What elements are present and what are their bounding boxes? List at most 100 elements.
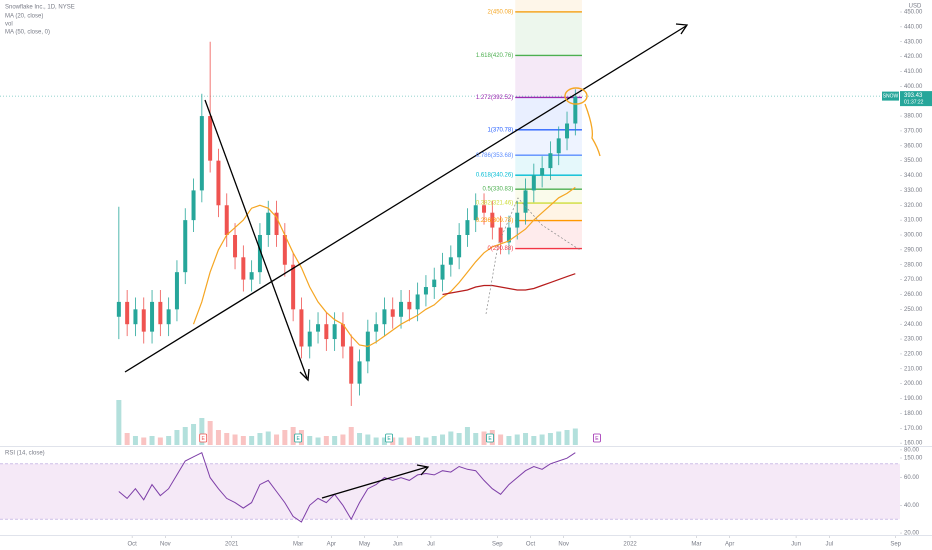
candle-body (249, 272, 254, 280)
candle-body (465, 220, 470, 235)
x-tick-label: Mar (691, 542, 701, 548)
symbol: SNOW (883, 93, 899, 99)
fib-zone (515, 220, 582, 249)
volume-bar (440, 434, 446, 445)
event-label: E (595, 436, 599, 442)
volume-bar (207, 421, 213, 445)
y-tick-label: 400.00 (904, 84, 923, 90)
volume-bar (124, 433, 130, 445)
candle-body (506, 227, 511, 243)
candle-body (191, 190, 196, 221)
volume-bar (257, 433, 263, 445)
projection-curve (584, 103, 601, 157)
candle-body (291, 264, 296, 310)
event-label: E (296, 436, 300, 442)
candle-body (199, 116, 204, 191)
fib-label: 0.236(309.73) (476, 218, 513, 224)
volume-bar (141, 437, 147, 445)
fib-zone (515, 0, 582, 12)
fib-zone (515, 129, 582, 156)
volume-bar (564, 430, 570, 445)
fib-label: 0.618(340.26) (476, 173, 513, 179)
arrow-head (299, 368, 310, 382)
volume-bar (423, 437, 429, 445)
y-tick-label: 150.00 (904, 456, 923, 462)
event-marker (294, 433, 303, 443)
volume-bar (240, 436, 246, 445)
y-tick-label: 450.00 (904, 10, 923, 16)
volume-bar (323, 436, 329, 445)
volume-bar (498, 434, 504, 445)
volume-bar (116, 400, 122, 445)
y-tick-label: 410.00 (904, 69, 923, 75)
volume-bar (373, 437, 379, 445)
candle-body (224, 205, 229, 235)
candle-body (374, 324, 379, 332)
volume-bar (506, 436, 512, 445)
event-label: E (488, 436, 492, 442)
y-tick-label: 370.00 (904, 129, 923, 135)
candle-body (125, 301, 130, 325)
candle-body (531, 175, 536, 191)
volume-bar (539, 434, 545, 445)
y-tick-label: 360.00 (904, 143, 923, 149)
x-tick-label: 2021 (225, 542, 239, 548)
y-tick-label: 440.00 (904, 24, 923, 30)
candle-body (183, 220, 188, 273)
volume-bar (406, 437, 412, 445)
y-tick-label: 190.00 (904, 396, 923, 402)
candle-body (241, 257, 246, 280)
x-tick-label: Jul (427, 542, 435, 548)
volume-bar (531, 436, 537, 445)
fib-label: 0.5(330.83) (483, 187, 514, 193)
candle-body (307, 331, 312, 347)
volume-bar (290, 427, 296, 445)
candle-body (548, 153, 553, 169)
y-tick-label: 220.00 (904, 352, 923, 358)
candle-body (150, 301, 155, 332)
y-tick-label: 170.00 (904, 426, 923, 432)
down-arrow (204, 99, 308, 379)
volume-bar (381, 437, 387, 445)
fib-label: 0.382(321.46) (476, 201, 513, 207)
volume-bar (224, 433, 230, 445)
candle-body (440, 264, 445, 280)
volume-bar (481, 431, 487, 445)
volume-bar (398, 437, 404, 445)
last-price: 393.43 (904, 93, 923, 99)
y-tick-label: 210.00 (904, 366, 923, 372)
x-tick-label: Jul (825, 542, 833, 548)
x-tick-label: May (359, 542, 370, 548)
candle-body (174, 272, 179, 310)
fib-zone (515, 55, 582, 98)
rsi-title: RSI (14, close) (5, 451, 45, 457)
x-tick-label: 2022 (623, 542, 637, 548)
fib-label: 1.272(392.52) (476, 95, 513, 101)
price-axis-bg (900, 0, 932, 550)
candle-body (523, 190, 528, 213)
candle-body (407, 301, 412, 310)
volume-bar (365, 434, 371, 445)
x-tick-label: Nov (558, 542, 569, 548)
x-tick-label: Jun (393, 542, 403, 548)
y-tick-label: 310.00 (904, 218, 923, 224)
y-tick-label: 160.00 (904, 441, 923, 447)
y-tick-label: 380.00 (904, 114, 923, 120)
rsi-tick-label: 60.00 (904, 475, 920, 481)
volume-bar (157, 437, 163, 445)
x-tick-label: Oct (526, 542, 536, 548)
candle-body (399, 301, 404, 317)
candle-body (457, 235, 462, 258)
fib-label: 1.618(420.76) (476, 53, 513, 59)
volume-bar (448, 431, 454, 445)
candle-body (448, 257, 453, 265)
volume-bar (174, 430, 180, 445)
candle-body (332, 324, 337, 340)
candle-body (257, 235, 262, 273)
y-tick-label: 420.00 (904, 54, 923, 60)
volume-bar (232, 434, 238, 445)
y-tick-label: 300.00 (904, 233, 923, 239)
